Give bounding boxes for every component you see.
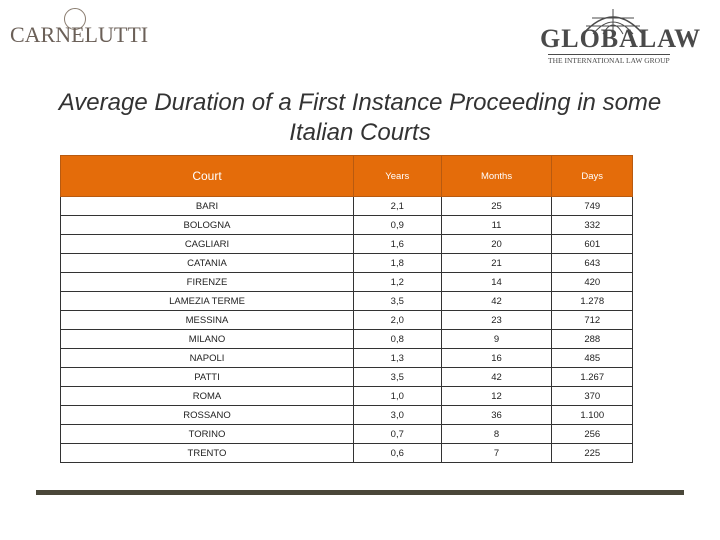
table-cell: BOLOGNA (60, 215, 354, 235)
table-row: CAGLIARI 1,6 20 601 (60, 234, 633, 254)
table-cell: 1,3 (353, 348, 442, 368)
table-cell: 643 (551, 253, 633, 273)
footer-rule (36, 490, 684, 495)
table-cell: MESSINA (60, 310, 354, 330)
table-row: MILANO 0,8 9 288 (60, 329, 633, 349)
table-cell: 225 (551, 443, 633, 463)
table-row: ROSSANO 3,0 36 1.100 (60, 405, 633, 425)
table-cell: 601 (551, 234, 633, 254)
table-cell: 0,8 (353, 329, 442, 349)
table-cell: NAPOLI (60, 348, 354, 368)
table-cell: 14 (440, 272, 553, 292)
globe-icon (582, 9, 644, 35)
table-cell: CATANIA (60, 253, 354, 273)
table-row: CATANIA 1,8 21 643 (60, 253, 633, 273)
table-cell: 420 (551, 272, 633, 292)
table-cell: 0,7 (353, 424, 442, 444)
table-cell: 21 (440, 253, 553, 273)
table-row: NAPOLI 1,3 16 485 (60, 348, 633, 368)
slide-title: Average Duration of a First Instance Pro… (58, 89, 662, 146)
table-cell: 8 (440, 424, 553, 444)
header-cell: Months (440, 155, 553, 197)
table-cell: TORINO (60, 424, 354, 444)
table-cell: 485 (551, 348, 633, 368)
table-cell: 1.278 (551, 291, 633, 311)
table-row: BARI 2,1 25 749 (60, 196, 633, 216)
table-cell: 256 (551, 424, 633, 444)
table-cell: 3,5 (353, 291, 442, 311)
table-cell: 25 (440, 196, 553, 216)
logo-left: CARNELUTTI (10, 8, 148, 48)
table-row: TRENTO 0,6 7 225 (60, 443, 633, 463)
table-cell: MILANO (60, 329, 354, 349)
header-cell: Days (551, 155, 633, 197)
table-cell: 11 (440, 215, 553, 235)
table-cell: 0,6 (353, 443, 442, 463)
table-cell: PATTI (60, 367, 354, 387)
table-cell: LAMEZIA TERME (60, 291, 354, 311)
table-cell: 23 (440, 310, 553, 330)
table-cell: BARI (60, 196, 354, 216)
table-cell: 1.267 (551, 367, 633, 387)
table-row: PATTI 3,5 42 1.267 (60, 367, 633, 387)
table-row: BOLOGNA 0,9 11 332 (60, 215, 633, 235)
table-cell: 712 (551, 310, 633, 330)
header-cell: Court (60, 155, 354, 197)
table-cell: 332 (551, 215, 633, 235)
table-cell: 7 (440, 443, 553, 463)
table-row: ROMA 1,0 12 370 (60, 386, 633, 406)
table-cell: ROSSANO (60, 405, 354, 425)
table-row: MESSINA 2,0 23 712 (60, 310, 633, 330)
duration-table: Court Years Months Days BARI 2,1 25 749 BOLOGNA 0… (60, 155, 633, 463)
table-cell: 1.100 (551, 405, 633, 425)
logo-name: CARNELUTTI (10, 22, 149, 47)
table-cell: 370 (551, 386, 633, 406)
logo-tagline: THE INTERNATIONAL LAW GROUP (548, 54, 670, 65)
table-cell: 1,2 (353, 272, 442, 292)
table-cell: ROMA (60, 386, 354, 406)
logo-emblem (64, 8, 86, 30)
table-cell: CAGLIARI (60, 234, 354, 254)
table-cell: 9 (440, 329, 553, 349)
header-cell: Years (353, 155, 442, 197)
header-row: Court Years Months Days (60, 155, 633, 197)
table-cell: 16 (440, 348, 553, 368)
table-cell: 3,0 (353, 405, 442, 425)
logo-right: GLOBALAW THE INTERNATIONAL LAW GROUP (538, 6, 700, 66)
table-row: LAMEZIA TERME 3,5 42 1.278 (60, 291, 633, 311)
table-cell: 42 (440, 291, 553, 311)
table-cell: FIRENZE (60, 272, 354, 292)
table-cell: 36 (440, 405, 553, 425)
table-cell: 3,5 (353, 367, 442, 387)
table-cell: 749 (551, 196, 633, 216)
table-cell: 12 (440, 386, 553, 406)
table-cell: 0,9 (353, 215, 442, 235)
table-cell: 1,6 (353, 234, 442, 254)
table-cell: TRENTO (60, 443, 354, 463)
logo-name: GLOBALAW (540, 24, 702, 53)
table-cell: 20 (440, 234, 553, 254)
table-row: TORINO 0,7 8 256 (60, 424, 633, 444)
table-cell: 2,1 (353, 196, 442, 216)
table-cell: 1,8 (353, 253, 442, 273)
table-cell: 288 (551, 329, 633, 349)
table-row: FIRENZE 1,2 14 420 (60, 272, 633, 292)
table-cell: 2,0 (353, 310, 442, 330)
table-cell: 42 (440, 367, 553, 387)
table-cell: 1,0 (353, 386, 442, 406)
